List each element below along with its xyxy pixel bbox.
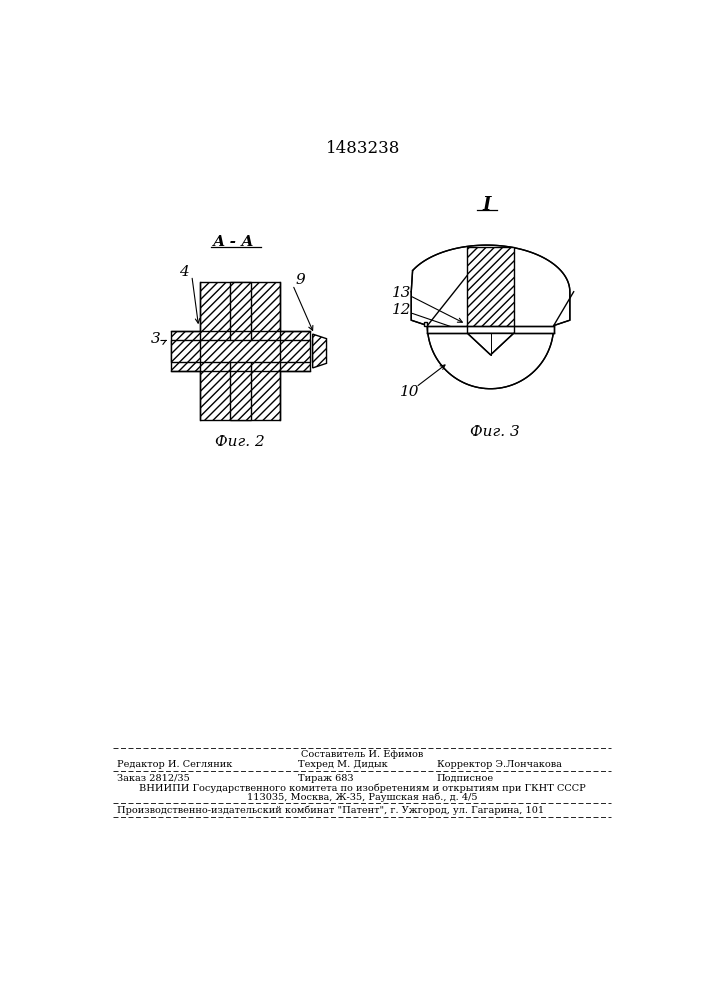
Polygon shape — [230, 282, 251, 420]
Text: Корректор Э.Лончакова: Корректор Э.Лончакова — [437, 760, 561, 769]
Text: 10: 10 — [400, 385, 419, 399]
Text: I: I — [482, 196, 491, 214]
Text: 113035, Москва, Ж-35, Раушская наб., д. 4/5: 113035, Москва, Ж-35, Раушская наб., д. … — [247, 792, 477, 802]
Text: Редактор И. Сегляник: Редактор И. Сегляник — [117, 760, 233, 769]
Polygon shape — [312, 334, 327, 368]
Polygon shape — [467, 333, 514, 355]
Text: 12: 12 — [392, 303, 411, 317]
Text: 13: 13 — [392, 286, 411, 300]
Text: Составитель И. Ефимов: Составитель И. Ефимов — [300, 750, 423, 759]
Polygon shape — [423, 322, 428, 326]
Text: Фиг. 3: Фиг. 3 — [469, 425, 519, 439]
Text: Техред М. Дидык: Техред М. Дидык — [298, 760, 388, 769]
Polygon shape — [467, 247, 514, 326]
Polygon shape — [171, 282, 310, 420]
Polygon shape — [514, 326, 554, 333]
Polygon shape — [428, 326, 467, 333]
Text: 9: 9 — [296, 273, 305, 287]
Text: Производственно-издательский комбинат "Патент", г. Ужгород, ул. Гагарина, 101: Производственно-издательский комбинат "П… — [117, 806, 544, 815]
Text: Тираж 683: Тираж 683 — [298, 774, 354, 783]
Text: 3: 3 — [151, 332, 160, 346]
Text: Заказ 2812/35: Заказ 2812/35 — [117, 774, 190, 783]
Text: ВНИИПИ Государственного комитета по изобретениям и открытиям при ГКНТ СССР: ВНИИПИ Государственного комитета по изоб… — [139, 784, 585, 793]
Text: 4: 4 — [179, 265, 189, 279]
Text: 1483238: 1483238 — [325, 140, 400, 157]
Polygon shape — [171, 340, 310, 362]
Text: Подписное: Подписное — [437, 774, 493, 783]
Polygon shape — [411, 245, 570, 389]
Text: А - А: А - А — [214, 235, 255, 249]
Text: Фиг. 2: Фиг. 2 — [216, 435, 265, 449]
